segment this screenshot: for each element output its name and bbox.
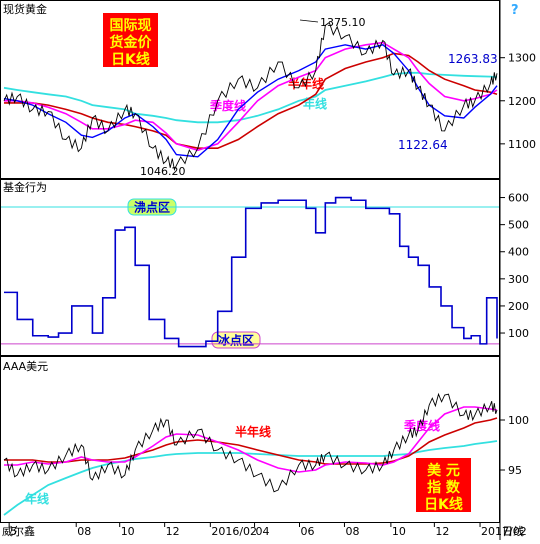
xaxis-period: 日线 [502, 524, 524, 538]
usd-panel-title: AAA美元 [3, 360, 48, 373]
fund-panel-title: 基金行为 [3, 180, 47, 194]
xaxis-tick-label: 08 [77, 525, 91, 538]
gold-low-label: 1046.20 [140, 165, 186, 178]
xaxis-tick-label: 06 [301, 525, 315, 538]
usd-price-line [3, 392, 498, 493]
xaxis-tick-label: 04 [256, 525, 270, 538]
gold-ytick-label: 1200 [508, 95, 536, 108]
gold-quarter-label: 季度线 [209, 98, 246, 113]
fund-step-line [4, 196, 498, 348]
gold-badge-bg [103, 13, 158, 67]
gold-panel-title: 现货黄金 [3, 2, 47, 16]
usd-badge-line-3: 日K线 [424, 496, 463, 513]
usd-badge-bg [416, 458, 471, 512]
gold-ma-quarter-line [4, 41, 498, 152]
usd-ytick-label: 100 [508, 414, 529, 427]
usd-badge: 美 元 指 数 日K线 [416, 458, 471, 513]
gold-year-label: 年线 [303, 96, 327, 111]
fund-ytick-label: 100 [508, 327, 529, 340]
xaxis-tick-label: 2017/02 [481, 525, 527, 538]
usd-ytick-label: 95 [508, 464, 522, 477]
fund-ytick-label: 600 [508, 192, 529, 205]
gold-recent-low-label: 1122.64 [398, 138, 448, 152]
help-icon[interactable]: ? [511, 3, 519, 18]
usd-halfyear-label: 半年线 [235, 424, 271, 439]
gold-ma-year-line [3, 71, 498, 124]
usd-badge-line-1: 美 元 [427, 462, 460, 479]
xaxis-prefix: 威尔鑫 [2, 524, 35, 538]
gold-ma-halfyear-line [4, 52, 498, 149]
gold-badge-line-2: 货金价 [109, 34, 153, 51]
gold-badge-line-1: 国际现 [110, 18, 152, 34]
gold-badge-line-3: 日K线 [111, 51, 150, 68]
gold-badge: 国际现 货金价 日K线 [103, 13, 158, 68]
usd-badge-line-2: 指 数 [427, 479, 461, 496]
xaxis-tick-label: 10 [392, 525, 406, 538]
gold-ytick-label: 1300 [508, 52, 536, 65]
fund-ytick-label: 300 [508, 273, 529, 286]
fund-ytick-label: 400 [508, 246, 529, 259]
xaxis-tick-label: 10 [121, 525, 135, 538]
usd-quarter-label: 季度线 [403, 418, 440, 433]
xaxis-tick-label: 2016/02 [211, 525, 257, 538]
gold-last-label: 1263.83 [448, 52, 498, 66]
fund-ytick-label: 200 [508, 300, 529, 313]
gold-high-pointer [299, 19, 319, 23]
fund-panel-frame [0, 179, 500, 356]
freeze-zone-label: 冰点区 [218, 333, 254, 348]
xaxis-tick-label: 08 [345, 525, 359, 538]
fund-ytick-label: 500 [508, 219, 529, 232]
xaxis-tick-label: 12 [166, 525, 180, 538]
xaxis-tick-label: 12 [435, 525, 449, 538]
usd-ma-year-line [3, 440, 498, 516]
gold-price-line [3, 21, 498, 172]
xaxis-tick-label: 5 [10, 525, 17, 538]
chart-marks: 1100 1200 1300 100 200 300 400 500 600 95 100 5 08 10… [1, 21, 536, 538]
usd-year-label: 年线 [25, 491, 49, 506]
gold-ytick-label: 1100 [508, 138, 536, 151]
gold-high-label: 1375.10 [320, 16, 366, 29]
